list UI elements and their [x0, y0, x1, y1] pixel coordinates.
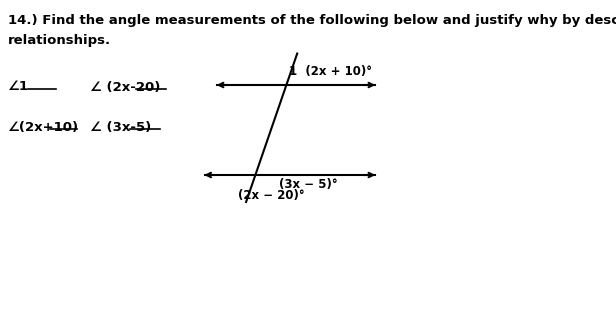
- Text: relationships.: relationships.: [8, 34, 111, 47]
- Text: 1  (2x + 10)°: 1 (2x + 10)°: [289, 65, 372, 78]
- Text: ∠ (3x-5): ∠ (3x-5): [90, 121, 151, 133]
- Text: (3x − 5)°: (3x − 5)°: [279, 178, 338, 191]
- Text: 14.) Find the angle measurements of the following below and justify why by descr: 14.) Find the angle measurements of the …: [8, 14, 616, 27]
- Text: ∠(2x+10): ∠(2x+10): [8, 121, 79, 133]
- Text: (2x − 20)°: (2x − 20)°: [238, 189, 305, 202]
- Text: ∠ (2x-20): ∠ (2x-20): [90, 80, 160, 94]
- Text: ∠1: ∠1: [8, 80, 29, 94]
